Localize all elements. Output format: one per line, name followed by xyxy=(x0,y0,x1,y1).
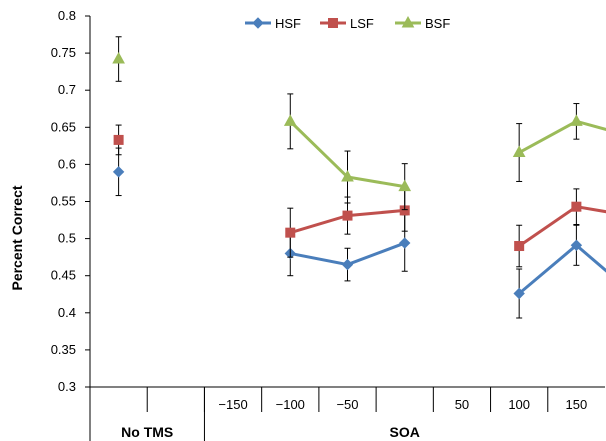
series-bsf xyxy=(112,36,606,211)
data-point xyxy=(283,114,297,126)
legend: HSF LSF BSF xyxy=(245,15,450,31)
data-point xyxy=(513,287,525,300)
y-tick-label: 0.75 xyxy=(51,45,76,60)
y-tick-label: 0.35 xyxy=(51,342,76,357)
y-tick-label: 0.8 xyxy=(58,8,76,23)
x-category-label: 150 xyxy=(566,397,588,412)
data-point xyxy=(399,237,411,249)
x-category-label: 50 xyxy=(455,397,469,412)
series-line xyxy=(518,119,606,154)
y-tick-label: 0.3 xyxy=(58,379,76,394)
y-tick-label: 0.5 xyxy=(58,231,76,246)
legend-item-lsf: LSF xyxy=(320,16,374,31)
legend-item-bsf: BSF xyxy=(395,15,450,31)
y-axis-title: Percent Correct xyxy=(9,185,25,290)
legend-marker xyxy=(252,17,264,29)
x-group-label: No TMS xyxy=(121,424,173,440)
data-point xyxy=(570,114,583,126)
data-point xyxy=(571,201,582,212)
series-lsf xyxy=(113,124,606,268)
legend-label: HSF xyxy=(275,16,301,31)
legend-marker xyxy=(401,15,415,28)
legend-label: LSF xyxy=(350,16,374,31)
x-category-label: −100 xyxy=(276,397,305,412)
x-axis-categories: −150 −100 −50 50 100 150 No TMS SOA xyxy=(89,387,588,441)
series-layer xyxy=(112,36,606,319)
x-category-label: −50 xyxy=(336,397,358,412)
y-axis-ticks: 0.3 0.35 0.4 0.45 0.5 0.55 0.6 0.65 0.7 0.75 0.8 xyxy=(51,8,90,394)
data-point xyxy=(112,166,125,178)
y-tick-label: 0.4 xyxy=(58,305,76,320)
data-point xyxy=(514,241,525,252)
legend-label: BSF xyxy=(425,16,450,31)
data-point xyxy=(570,239,583,251)
data-point xyxy=(341,169,354,182)
data-point xyxy=(113,134,124,145)
y-tick-label: 0.7 xyxy=(58,82,76,97)
data-point xyxy=(285,227,296,238)
legend-item-hsf: HSF xyxy=(245,16,301,31)
x-category-label: −150 xyxy=(218,397,247,412)
data-point xyxy=(341,258,354,271)
data-point xyxy=(512,145,526,158)
series-line xyxy=(518,205,606,248)
data-point xyxy=(342,210,353,221)
x-group-label: SOA xyxy=(390,424,420,440)
legend-marker xyxy=(328,18,338,28)
series-hsf xyxy=(112,147,606,319)
x-category-label: 100 xyxy=(508,397,530,412)
data-point xyxy=(112,51,125,64)
y-tick-label: 0.65 xyxy=(51,119,76,134)
series-line xyxy=(518,243,606,295)
data-point xyxy=(398,179,412,192)
y-tick-label: 0.45 xyxy=(51,268,76,283)
y-tick-label: 0.6 xyxy=(58,156,76,171)
y-tick-label: 0.55 xyxy=(51,194,76,209)
